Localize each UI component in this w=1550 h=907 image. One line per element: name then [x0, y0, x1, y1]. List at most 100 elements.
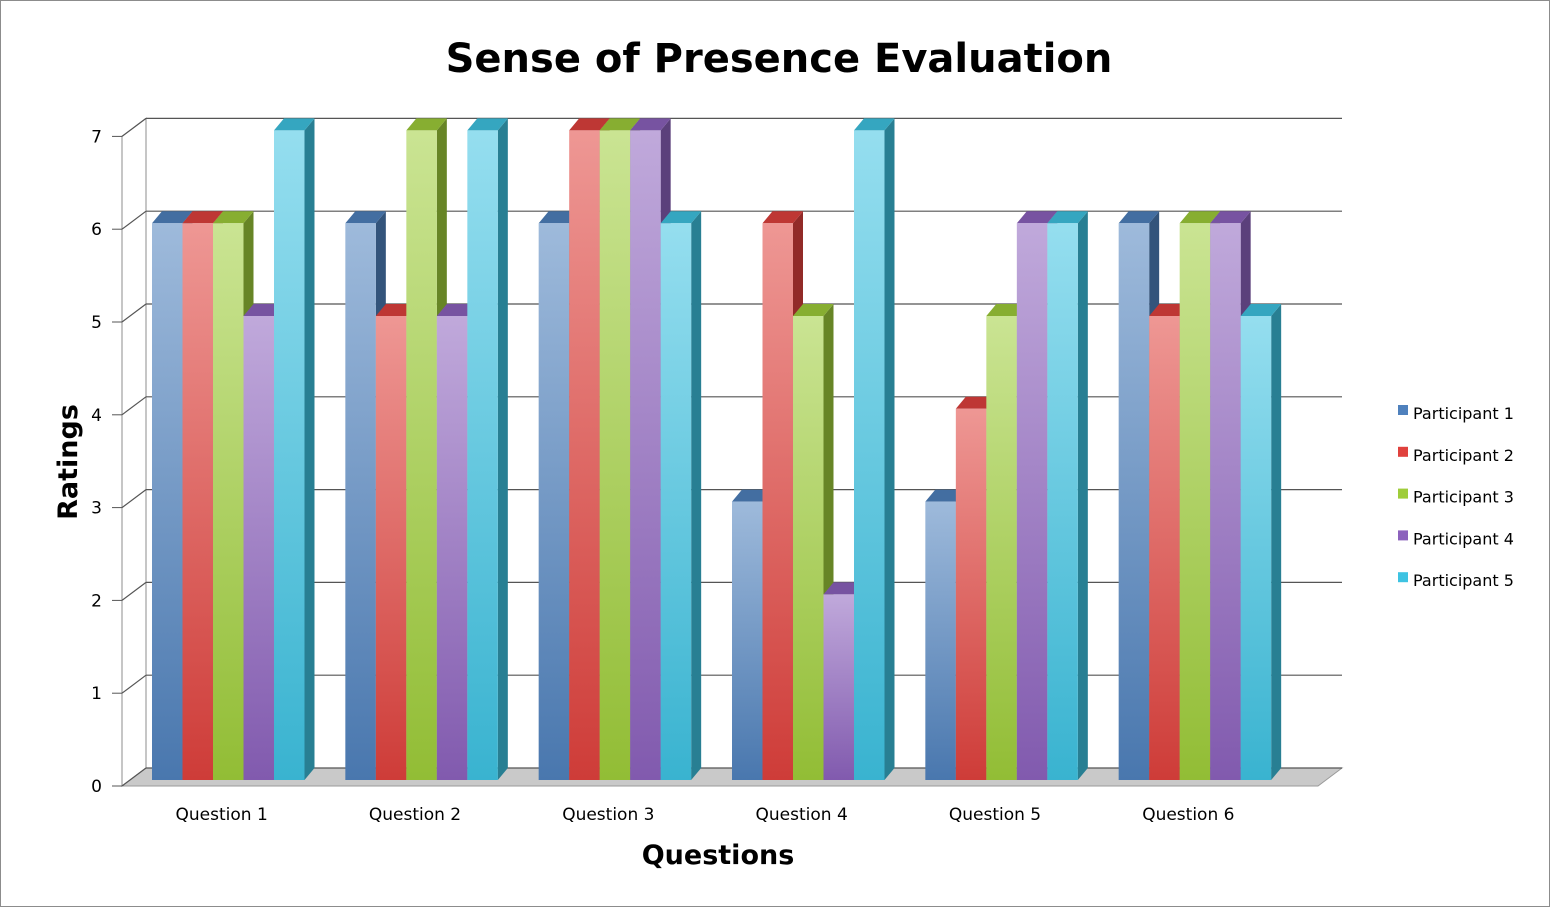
bar-top: [1047, 211, 1088, 224]
bar-top: [660, 211, 702, 224]
x-tick-label: Question 3: [562, 805, 654, 825]
bar: [182, 223, 213, 780]
gridline-diagonal: [121, 674, 147, 694]
bar-top: [1016, 211, 1058, 224]
legend-label: Participant 3: [1413, 488, 1514, 507]
bar: [538, 223, 570, 780]
y-tick-label: 1: [91, 684, 102, 704]
bar-top: [955, 396, 997, 409]
bar-top: [345, 211, 386, 224]
bar: [1179, 223, 1211, 780]
bar-top: [152, 211, 193, 224]
bar: [599, 130, 631, 780]
bar: [213, 223, 244, 780]
legend-swatch: [1398, 488, 1408, 499]
bar-top: [986, 304, 1027, 316]
gridline-diagonal: [121, 489, 147, 509]
gridline-diagonal: [121, 210, 147, 230]
bar-top: [732, 489, 773, 502]
bar-top: [1118, 211, 1160, 224]
bar-top: [375, 304, 417, 316]
bar-top: [569, 118, 610, 131]
y-tick-labels: 0 1 2 3 4 5 6 7: [91, 127, 102, 797]
bar-side: [1271, 304, 1282, 780]
x-tick-label: Question 1: [176, 805, 268, 825]
legend: Participant 1 Participant 2 Participant 3 P…: [1398, 404, 1514, 590]
side-wall: [121, 117, 147, 787]
bar: [823, 594, 854, 780]
bar: [375, 316, 407, 780]
gridline-diagonal: [121, 117, 147, 137]
chart-title: Sense of Presence Evaluation: [446, 36, 1113, 82]
bar-side: [884, 118, 895, 780]
bar: [152, 223, 183, 780]
y-tick-label: 4: [91, 406, 102, 426]
gridline-diagonal: [121, 303, 147, 323]
bar: [406, 130, 437, 780]
bar-top: [599, 118, 641, 131]
x-axis-title: Questions: [642, 840, 795, 871]
y-tick-label: 6: [91, 220, 102, 240]
y-tick-label: 0: [91, 777, 102, 797]
bar: [1047, 223, 1078, 780]
bar-top: [823, 582, 864, 595]
bar: [793, 316, 824, 780]
x-tick-labels: Question 1 Question 2 Question 3 Question 4…: [176, 805, 1235, 825]
x-tick-label: Question 6: [1142, 805, 1234, 825]
bar-top: [436, 304, 478, 316]
bar: [1016, 223, 1048, 780]
y-axis-title: Ratings: [53, 404, 84, 520]
bar: [274, 130, 305, 780]
y-tick-label: 3: [91, 499, 102, 519]
bar-top: [406, 118, 447, 131]
bar: [1149, 316, 1180, 780]
bar: [660, 223, 692, 780]
bar: [1240, 316, 1272, 780]
bar-top: [213, 211, 254, 224]
bar: [467, 130, 498, 780]
bar-top: [1149, 304, 1190, 316]
bar-side: [691, 211, 702, 780]
bar: [243, 316, 274, 780]
legend-label: Participant 5: [1413, 571, 1514, 590]
bar-top: [1179, 211, 1221, 224]
bar: [436, 316, 468, 780]
bar-top: [925, 489, 966, 502]
legend-label: Participant 4: [1413, 529, 1514, 548]
bar: [630, 130, 661, 780]
bar-top: [854, 118, 895, 131]
x-tick-label: Question 2: [369, 805, 461, 825]
bar-top: [1210, 211, 1251, 224]
legend-label: Participant 1: [1413, 404, 1514, 423]
bar-side: [304, 118, 315, 780]
y-tick-label: 7: [91, 127, 102, 147]
x-tick-label: Question 5: [949, 805, 1041, 825]
legend-swatch: [1398, 405, 1408, 415]
bar-top: [538, 211, 580, 224]
gridline-diagonal: [121, 581, 147, 601]
y-tick-label: 5: [91, 313, 102, 333]
bar-side: [1077, 211, 1088, 780]
gridline-diagonal: [121, 767, 147, 787]
bar: [345, 223, 376, 780]
bar: [1210, 223, 1241, 780]
bar-top: [243, 304, 284, 316]
bar: [955, 408, 987, 780]
bar: [854, 130, 885, 780]
gridline-diagonal: [121, 396, 147, 416]
legend-swatch: [1398, 446, 1408, 457]
bar: [762, 223, 793, 780]
bar-top: [274, 118, 315, 131]
legend-label: Participant 2: [1413, 446, 1514, 465]
bar-top: [762, 211, 803, 224]
bar-top: [467, 118, 508, 131]
bar: [1118, 223, 1150, 780]
bar: [569, 130, 600, 780]
y-tick-label: 2: [91, 591, 102, 611]
legend-swatch: [1398, 530, 1408, 541]
bar: [732, 501, 763, 780]
bar: [925, 501, 956, 780]
bar-top: [793, 304, 834, 316]
x-tick-label: Question 4: [756, 805, 848, 825]
